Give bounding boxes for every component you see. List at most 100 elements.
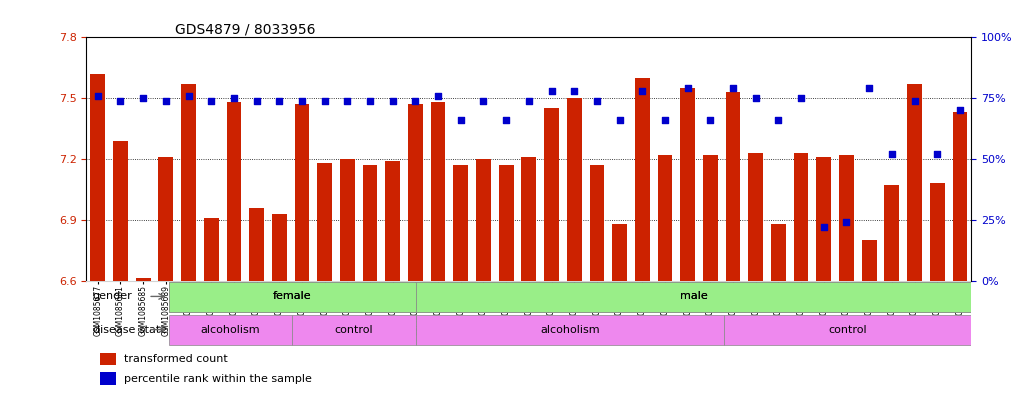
- Bar: [635, 78, 650, 281]
- Text: control: control: [335, 325, 373, 334]
- Point: [657, 117, 673, 123]
- Bar: [317, 163, 332, 281]
- Point: [816, 224, 832, 230]
- Text: alcoholism: alcoholism: [200, 325, 260, 334]
- Point: [135, 95, 152, 101]
- Point: [248, 97, 264, 104]
- Bar: [680, 88, 695, 281]
- Point: [770, 117, 786, 123]
- Bar: [408, 104, 423, 281]
- Point: [453, 117, 469, 123]
- Point: [112, 97, 128, 104]
- Bar: [227, 102, 241, 281]
- Bar: [885, 185, 899, 281]
- Point: [589, 97, 605, 104]
- Point: [861, 85, 878, 92]
- Bar: [476, 159, 491, 281]
- FancyBboxPatch shape: [169, 282, 416, 312]
- Point: [384, 97, 401, 104]
- Bar: [295, 104, 309, 281]
- Text: control: control: [829, 325, 868, 334]
- Text: female: female: [273, 292, 311, 301]
- FancyBboxPatch shape: [416, 282, 971, 312]
- Bar: [136, 279, 151, 281]
- Point: [793, 95, 810, 101]
- Point: [635, 88, 651, 94]
- FancyBboxPatch shape: [724, 315, 971, 345]
- Point: [747, 95, 764, 101]
- Bar: [340, 159, 355, 281]
- Point: [407, 97, 423, 104]
- Text: percentile rank within the sample: percentile rank within the sample: [124, 374, 311, 384]
- Text: gender: gender: [93, 292, 132, 301]
- Point: [566, 88, 583, 94]
- Bar: [431, 102, 445, 281]
- Bar: [930, 183, 945, 281]
- FancyBboxPatch shape: [416, 315, 724, 345]
- FancyBboxPatch shape: [292, 315, 416, 345]
- Point: [498, 117, 515, 123]
- Bar: [544, 108, 559, 281]
- Bar: [249, 208, 264, 281]
- Point: [180, 93, 196, 99]
- Bar: [658, 155, 672, 281]
- Point: [430, 93, 446, 99]
- Bar: [272, 214, 287, 281]
- Point: [521, 97, 537, 104]
- Point: [679, 85, 696, 92]
- Point: [203, 97, 220, 104]
- FancyBboxPatch shape: [169, 282, 416, 312]
- Point: [475, 97, 491, 104]
- Bar: [771, 224, 786, 281]
- Bar: [363, 165, 377, 281]
- Point: [930, 151, 946, 157]
- Bar: [839, 155, 854, 281]
- Bar: [91, 74, 105, 281]
- Point: [89, 93, 106, 99]
- Point: [340, 97, 356, 104]
- Bar: [100, 353, 116, 365]
- Point: [952, 107, 968, 114]
- Text: alcoholism: alcoholism: [540, 325, 600, 334]
- Bar: [953, 112, 967, 281]
- FancyBboxPatch shape: [416, 282, 971, 312]
- Point: [158, 97, 174, 104]
- Bar: [703, 155, 718, 281]
- Text: male: male: [679, 292, 708, 301]
- Text: male: male: [679, 292, 708, 301]
- Point: [294, 97, 310, 104]
- Bar: [612, 224, 626, 281]
- Bar: [817, 157, 831, 281]
- Bar: [907, 84, 921, 281]
- Bar: [749, 153, 763, 281]
- Point: [316, 97, 333, 104]
- Point: [362, 97, 378, 104]
- Bar: [498, 165, 514, 281]
- Point: [906, 97, 922, 104]
- Point: [725, 85, 741, 92]
- Bar: [181, 84, 196, 281]
- Point: [838, 219, 854, 225]
- Bar: [522, 157, 536, 281]
- Text: disease state: disease state: [93, 325, 167, 334]
- Point: [611, 117, 627, 123]
- Text: transformed count: transformed count: [124, 354, 228, 364]
- Bar: [385, 161, 400, 281]
- Point: [272, 97, 288, 104]
- Bar: [100, 373, 116, 385]
- Bar: [726, 92, 740, 281]
- Bar: [566, 98, 582, 281]
- Point: [884, 151, 900, 157]
- Bar: [454, 165, 468, 281]
- Bar: [159, 157, 173, 281]
- Bar: [793, 153, 809, 281]
- FancyBboxPatch shape: [169, 315, 292, 345]
- Point: [702, 117, 718, 123]
- Text: GDS4879 / 8033956: GDS4879 / 8033956: [175, 22, 315, 36]
- Bar: [590, 165, 604, 281]
- Bar: [861, 240, 877, 281]
- Bar: [113, 141, 128, 281]
- Point: [226, 95, 242, 101]
- Bar: [203, 218, 219, 281]
- Text: female: female: [273, 292, 311, 301]
